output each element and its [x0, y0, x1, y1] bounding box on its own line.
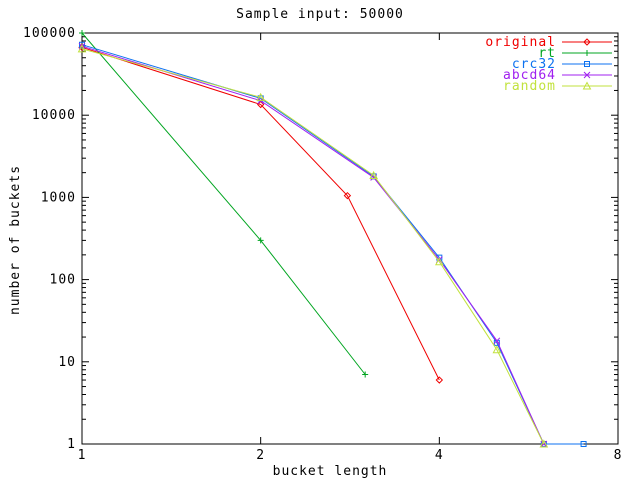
series-marker-rt: [79, 30, 85, 36]
legend-item-random: random: [503, 79, 612, 94]
series-marker-original: [256, 100, 265, 109]
series-line-rt: [81, 32, 366, 375]
legend-marker-square: [584, 61, 590, 67]
series-marker-rt: [257, 237, 264, 244]
series-line-random: [81, 48, 545, 445]
legend-label: crc32: [512, 57, 556, 72]
x-tick-label: 8: [614, 448, 623, 463]
series-marker-abcd64: [493, 337, 501, 345]
legend-marker-triangle: [582, 81, 592, 90]
plot-border: [81, 32, 619, 445]
series-marker-random: [539, 439, 549, 448]
series-marker-random: [369, 170, 378, 179]
legend-label: rt: [538, 46, 556, 61]
legend-label: original: [485, 35, 556, 50]
y-axis-label: number of buckets: [8, 164, 23, 316]
legend-label: abcd64: [503, 68, 556, 83]
chart-title: Sample input: 50000: [236, 7, 404, 22]
legend-marker-plus: [584, 50, 590, 56]
x-tick-label: 1: [78, 448, 87, 463]
legend-label: random: [503, 79, 556, 94]
y-tick-label: 100: [50, 273, 76, 288]
y-tick-label: 1000: [41, 190, 76, 205]
series-marker-random: [256, 92, 266, 101]
y-tick-label: 10000: [32, 108, 76, 123]
y-tick-label: 10: [58, 355, 76, 370]
legend-item-original: original: [485, 35, 612, 50]
y-tick-label: 100000: [23, 26, 76, 41]
series-line-crc32: [81, 44, 584, 445]
x-tick-label: 4: [435, 448, 444, 463]
series-marker-original: [343, 191, 352, 200]
series-marker-rt: [362, 371, 369, 378]
series-marker-original: [435, 376, 444, 384]
x-axis-label: bucket length: [272, 464, 388, 479]
legend-marker-cross: [583, 71, 591, 79]
series-marker-random: [492, 345, 502, 354]
legend-item-crc32: crc32: [512, 57, 612, 72]
series-marker-abcd64: [540, 440, 548, 448]
series-line-original: [81, 46, 440, 381]
series-marker-random: [434, 257, 444, 266]
series-marker-crc32: [580, 441, 587, 447]
y-tick-label: 1: [67, 437, 76, 452]
legend-marker-diamond: [583, 38, 591, 46]
series-marker-random: [77, 44, 87, 53]
series-line-abcd64: [81, 45, 545, 445]
x-tick-label: 2: [256, 448, 265, 463]
